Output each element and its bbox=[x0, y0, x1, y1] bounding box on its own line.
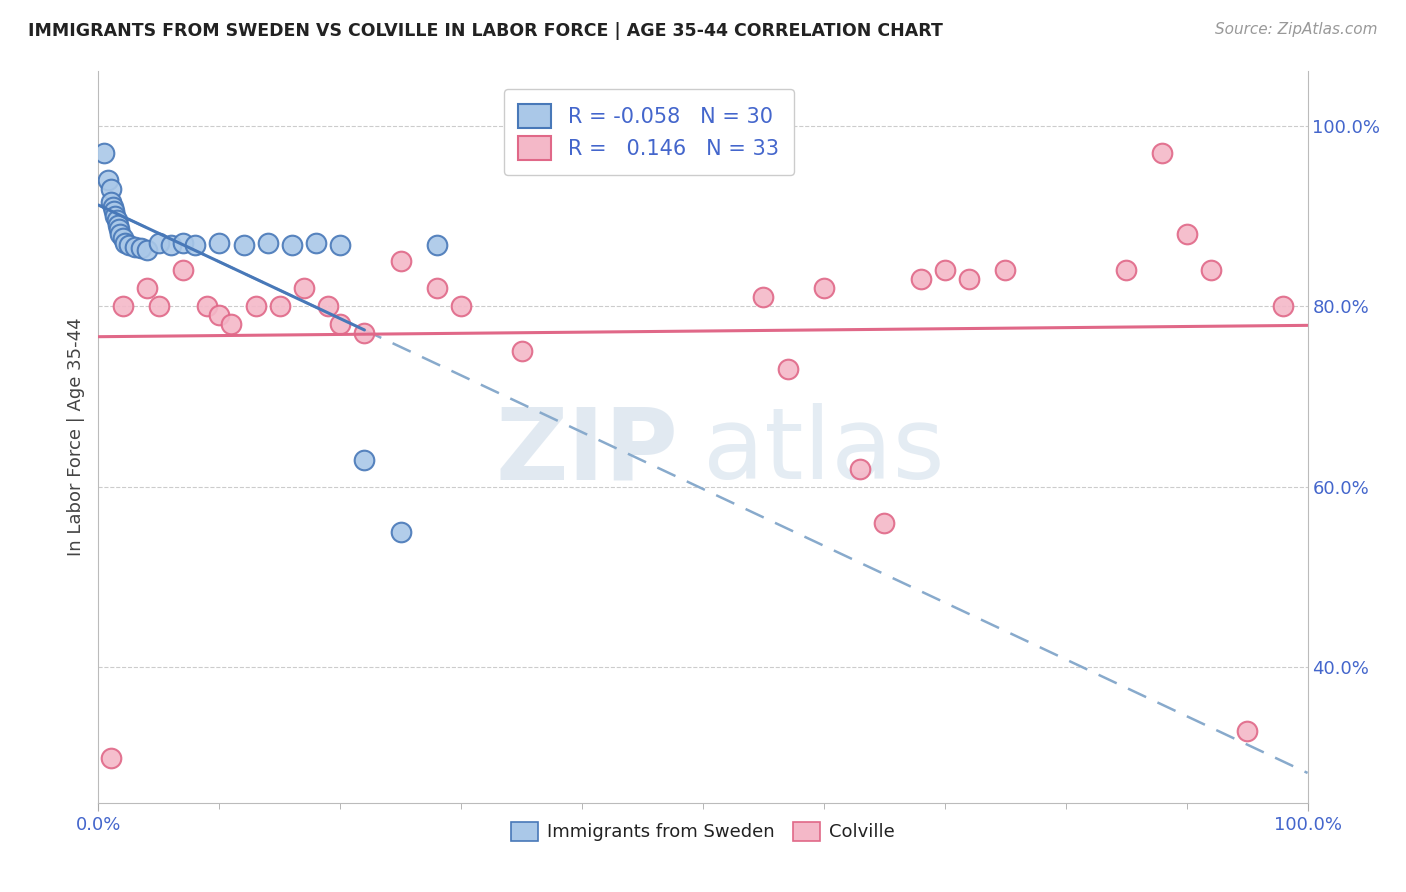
Point bbox=[172, 263, 194, 277]
Point bbox=[1236, 723, 1258, 738]
Point bbox=[994, 263, 1017, 277]
Point bbox=[172, 235, 194, 250]
Point bbox=[124, 239, 146, 253]
Point bbox=[195, 299, 218, 313]
Point bbox=[100, 195, 122, 210]
Point bbox=[221, 317, 243, 331]
Y-axis label: In Labor Force | Age 35-44: In Labor Force | Age 35-44 bbox=[66, 318, 84, 557]
Point bbox=[329, 317, 352, 331]
Point bbox=[849, 461, 872, 475]
Point bbox=[129, 241, 152, 255]
Point bbox=[93, 145, 115, 160]
Point bbox=[1199, 263, 1222, 277]
Point bbox=[389, 254, 412, 268]
Point bbox=[232, 237, 254, 252]
Point bbox=[104, 209, 127, 223]
Point bbox=[108, 227, 131, 241]
Point bbox=[208, 235, 231, 250]
Point bbox=[389, 524, 412, 539]
Point bbox=[97, 172, 120, 186]
Point bbox=[813, 281, 835, 295]
Point bbox=[1175, 227, 1198, 241]
Point bbox=[105, 213, 128, 227]
Point bbox=[353, 326, 375, 341]
Point bbox=[1152, 145, 1174, 160]
Point bbox=[111, 299, 134, 313]
Legend: Immigrants from Sweden, Colville: Immigrants from Sweden, Colville bbox=[503, 814, 903, 848]
Point bbox=[108, 222, 131, 236]
Point bbox=[426, 237, 449, 252]
Point bbox=[100, 182, 122, 196]
Point bbox=[510, 344, 533, 359]
Point bbox=[245, 299, 267, 313]
Point bbox=[101, 200, 124, 214]
Point bbox=[148, 235, 170, 250]
Point bbox=[752, 290, 775, 304]
Point bbox=[1272, 299, 1295, 313]
Point bbox=[100, 750, 122, 764]
Point bbox=[316, 299, 339, 313]
Point bbox=[135, 243, 157, 257]
Point bbox=[305, 235, 328, 250]
Point bbox=[135, 281, 157, 295]
Point bbox=[118, 237, 141, 252]
Point bbox=[934, 263, 956, 277]
Point bbox=[269, 299, 291, 313]
Point bbox=[208, 308, 231, 322]
Point bbox=[353, 452, 375, 467]
Point bbox=[292, 281, 315, 295]
Point bbox=[184, 237, 207, 252]
Point bbox=[114, 235, 136, 250]
Text: IMMIGRANTS FROM SWEDEN VS COLVILLE IN LABOR FORCE | AGE 35-44 CORRELATION CHART: IMMIGRANTS FROM SWEDEN VS COLVILLE IN LA… bbox=[28, 22, 943, 40]
Point bbox=[148, 299, 170, 313]
Point bbox=[450, 299, 472, 313]
Text: atlas: atlas bbox=[703, 403, 945, 500]
Point bbox=[873, 516, 896, 530]
Text: ZIP: ZIP bbox=[496, 403, 679, 500]
Text: Source: ZipAtlas.com: Source: ZipAtlas.com bbox=[1215, 22, 1378, 37]
Point bbox=[160, 237, 183, 252]
Point bbox=[426, 281, 449, 295]
Point bbox=[256, 235, 278, 250]
Point bbox=[103, 204, 125, 219]
Point bbox=[329, 237, 352, 252]
Point bbox=[957, 272, 980, 286]
Point bbox=[281, 237, 304, 252]
Point bbox=[107, 218, 129, 232]
Point bbox=[111, 231, 134, 245]
Point bbox=[776, 362, 799, 376]
Point bbox=[1115, 263, 1137, 277]
Point bbox=[910, 272, 932, 286]
